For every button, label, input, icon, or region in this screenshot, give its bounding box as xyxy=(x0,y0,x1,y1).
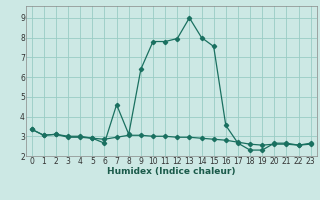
X-axis label: Humidex (Indice chaleur): Humidex (Indice chaleur) xyxy=(107,167,236,176)
